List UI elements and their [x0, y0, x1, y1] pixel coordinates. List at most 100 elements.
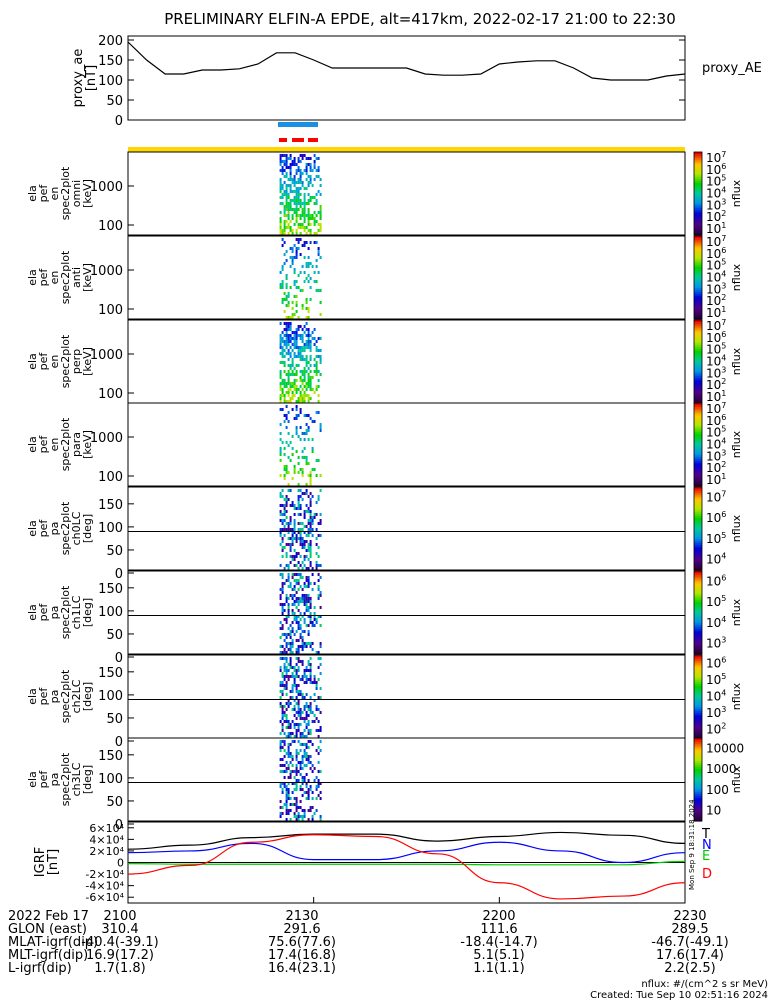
- heatmap-cell: [287, 217, 290, 220]
- heatmap-cell: [307, 797, 310, 800]
- heatmap-cell: [297, 196, 300, 199]
- heatmap-cell: [307, 316, 310, 319]
- colorbar-segment: [694, 342, 702, 346]
- heatmap-cell: [289, 657, 292, 660]
- heatmap-cell: [309, 513, 312, 516]
- heatmap-cell: [305, 414, 308, 417]
- heatmap-cell: [285, 250, 288, 253]
- heatmap-cell: [297, 624, 300, 627]
- heatmap-cell: [317, 696, 320, 699]
- heatmap-cell: [285, 615, 288, 618]
- heatmap-cell: [285, 675, 288, 678]
- heatmap-cell: [287, 226, 290, 229]
- heatmap-cell: [293, 388, 296, 391]
- heatmap-cell: [285, 325, 288, 328]
- ephemeris-value: 75.6(77.6): [268, 935, 336, 950]
- heatmap-cell: [285, 166, 288, 169]
- heatmap-cell: [301, 244, 304, 247]
- heatmap-cell: [287, 743, 290, 746]
- colorbar-tick-label: 10000: [706, 741, 744, 755]
- heatmap-cell: [299, 370, 302, 373]
- heatmap-cell: [297, 639, 300, 642]
- heatmap-cell: [301, 289, 304, 292]
- heatmap-cell: [307, 630, 310, 633]
- heatmap-cell: [303, 256, 306, 259]
- heatmap-cell: [281, 603, 284, 606]
- heatmap-cell: [297, 328, 300, 331]
- heatmap-cell: [305, 678, 308, 681]
- heatmap-cell: [289, 773, 292, 776]
- heatmap-cell: [313, 391, 316, 394]
- heatmap-cell: [317, 337, 320, 340]
- heatmap-cell: [317, 579, 320, 582]
- heatmap-cell: [283, 223, 286, 226]
- heatmap-cell: [307, 729, 310, 732]
- heatmap-cell: [319, 534, 322, 537]
- heatmap-cell: [309, 346, 312, 349]
- heatmap-cell: [293, 812, 296, 815]
- heatmap-cell: [297, 456, 300, 459]
- heatmap-cell: [305, 462, 308, 465]
- colorbar-segment: [694, 627, 702, 630]
- colorbar-segment: [694, 394, 702, 398]
- heatmap-cell: [295, 295, 298, 298]
- heatmap-cell: [305, 525, 308, 528]
- colorbar-segment: [694, 530, 702, 534]
- heatmap-cell: [279, 528, 282, 531]
- colorbar-segment: [694, 481, 702, 485]
- heatmap-cell: [309, 397, 312, 400]
- heatmap-cell: [303, 582, 306, 585]
- heatmap-cell: [281, 672, 284, 675]
- heatmap-cell: [319, 726, 322, 729]
- heatmap-cell: [287, 364, 290, 367]
- heatmap-cell: [305, 723, 308, 726]
- heatmap-cell: [279, 178, 282, 181]
- heatmap-cell: [287, 767, 290, 770]
- heatmap-cell: [285, 426, 288, 429]
- heatmap-cell: [279, 764, 282, 767]
- colorbar-segment: [694, 168, 702, 172]
- heatmap-cell: [285, 636, 288, 639]
- heatmap-cell: [305, 675, 308, 678]
- heatmap-cell: [295, 552, 298, 555]
- heatmap-cell: [297, 435, 300, 438]
- colorbar-tick-label: 107: [706, 489, 726, 504]
- heatmap-cell: [295, 388, 298, 391]
- heatmap-cell: [295, 711, 298, 714]
- heatmap-cell: [293, 184, 296, 187]
- heatmap-cell: [317, 394, 320, 397]
- heatmap-cell: [301, 349, 304, 352]
- heatmap-cell: [289, 519, 292, 522]
- heatmap-cell: [293, 343, 296, 346]
- heatmap-cell: [313, 612, 316, 615]
- colorbar-segment: [694, 212, 702, 215]
- heatmap-cell: [287, 325, 290, 328]
- heatmap-cell: [303, 525, 306, 528]
- colorbar-segment: [694, 454, 702, 458]
- heatmap-cell: [305, 169, 308, 172]
- heatmap-cell: [279, 504, 282, 507]
- colorbar-tick-label: 104: [706, 552, 726, 567]
- colorbar-segment: [694, 220, 702, 224]
- heatmap-cell: [309, 477, 312, 480]
- heatmap-cell: [287, 382, 290, 385]
- heatmap-cell: [283, 453, 286, 456]
- colorbar-tick-label: 105: [706, 672, 726, 687]
- heatmap-cell: [305, 265, 308, 268]
- heatmap-cell: [311, 331, 314, 334]
- heatmap-cell: [303, 585, 306, 588]
- colorbar-segment: [694, 384, 702, 387]
- igrf-stamp: Mon Sep 9 18:31:18 2024: [688, 799, 696, 890]
- panel-frame: [127, 737, 686, 822]
- heatmap-cell: [317, 708, 320, 711]
- heatmap-cell: [307, 531, 310, 534]
- panel-ylabel: elapefenspec2plotomni[keV]: [26, 166, 94, 220]
- heatmap-cell: [291, 181, 294, 184]
- heatmap-cell: [279, 684, 282, 687]
- heatmap-cell: [305, 202, 308, 205]
- heatmap-cell: [287, 400, 290, 403]
- heatmap-cell: [279, 510, 282, 513]
- heatmap-cell: [295, 675, 298, 678]
- heatmap-cell: [295, 169, 298, 172]
- heatmap-cell: [285, 800, 288, 803]
